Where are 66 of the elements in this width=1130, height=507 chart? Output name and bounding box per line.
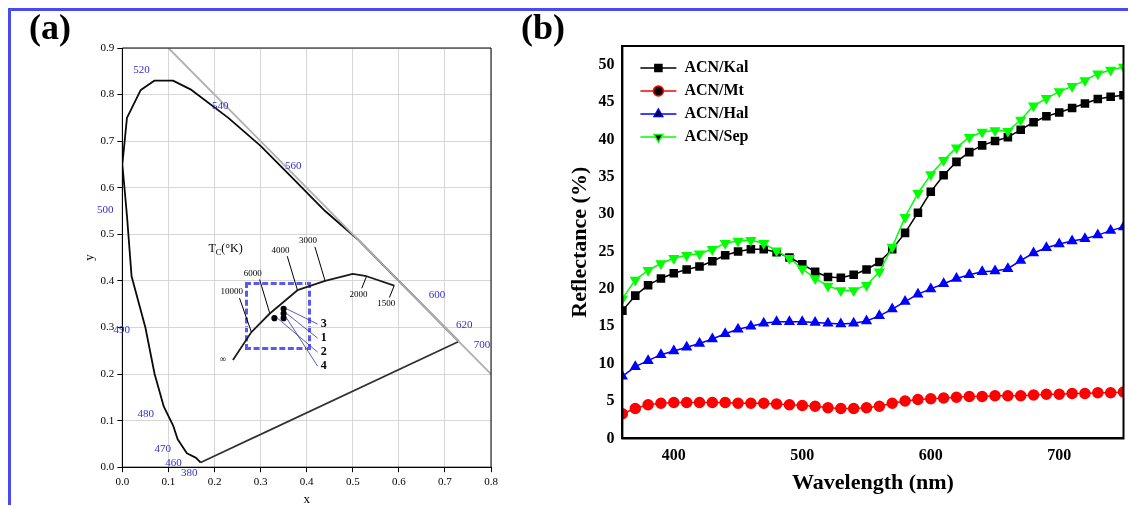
x-axis-title: Wavelength (nm) [791,469,954,495]
y-tick-label: 35 [598,166,615,184]
y-axis-title: y [81,253,97,261]
annotation: 620 [455,317,473,330]
y-tick-label: 0.7 [100,134,115,147]
x-tick-label: 0.4 [299,474,315,487]
annotation: 380 [180,466,198,479]
y-tick-label: 0 [606,428,615,446]
y-tick-label: 0.3 [100,320,115,333]
y-tick-label: 0.4 [100,273,115,286]
annotation: 470 [154,441,172,454]
x-tick-label: 0.0 [115,474,130,487]
annotation: 460 [165,456,183,469]
x-tick-label: 0.8 [484,474,499,487]
annotation: ∞ [219,354,227,365]
y-tick-label: 15 [598,316,615,334]
annotation: 480 [137,407,155,420]
y-tick-label: 0.6 [100,180,115,193]
x-tick-label: 0.7 [438,474,453,487]
y-tick-label: 30 [598,204,615,222]
x-tick-label: 0.3 [253,474,268,487]
annotation: 10000 [220,286,244,297]
x-tick-label: 0.1 [161,474,176,487]
annotation: 500 [96,203,114,216]
x-tick-label: 600 [918,446,943,464]
annotation: 600 [428,287,446,300]
legend-label: ACN/Hal [684,104,749,122]
text: 4 [320,358,327,373]
text: 2 [320,344,327,359]
text: 1 [320,330,327,345]
y-tick-label: 10 [598,353,615,371]
x-tick-label: 400 [661,446,686,464]
y-tick-label: 0.1 [100,413,115,426]
y-tick-label: 40 [598,129,615,147]
legend-label: ACN/Sep [684,127,749,146]
legend-label: ACN/Kal [684,58,749,76]
x-tick-label: 0.6 [391,474,407,487]
y-tick-label: 25 [598,241,615,259]
y-tick-label: 0.0 [100,460,115,473]
x-axis-title: x [303,490,311,506]
annotation: 1500 [377,297,396,308]
annotation: 6000 [243,267,263,278]
text: 3 [320,316,327,331]
y-tick-label: 20 [598,279,615,297]
x-tick-label: 500 [790,446,815,464]
annotation: 3000 [299,235,318,246]
x-tick-label: 700 [1047,446,1072,464]
annotation: 560 [285,159,303,172]
y-tick-label: 5 [606,391,615,409]
y-tick-label: 0.5 [100,227,115,240]
legend-label: ACN/Mt [684,81,745,99]
y-tick-label: 50 [598,54,615,72]
x-tick-label: 0.2 [207,474,222,487]
chart-title: (b) [521,7,565,48]
y-tick-label: 45 [598,92,615,110]
annotation: 520 [133,63,151,76]
y-tick-label: 0.8 [100,87,115,100]
y-axis-title: Reflectance (%) [565,166,591,318]
annotation: 700 [473,337,491,350]
annotation: 4000 [271,244,290,255]
y-tick-label: 0.2 [100,366,115,379]
annotation: 2000 [349,288,369,299]
chart-title: (a) [29,7,71,48]
y-tick-label: 0.9 [100,40,115,53]
x-tick-label: 0.5 [345,474,361,487]
annotation: 540 [212,99,230,112]
